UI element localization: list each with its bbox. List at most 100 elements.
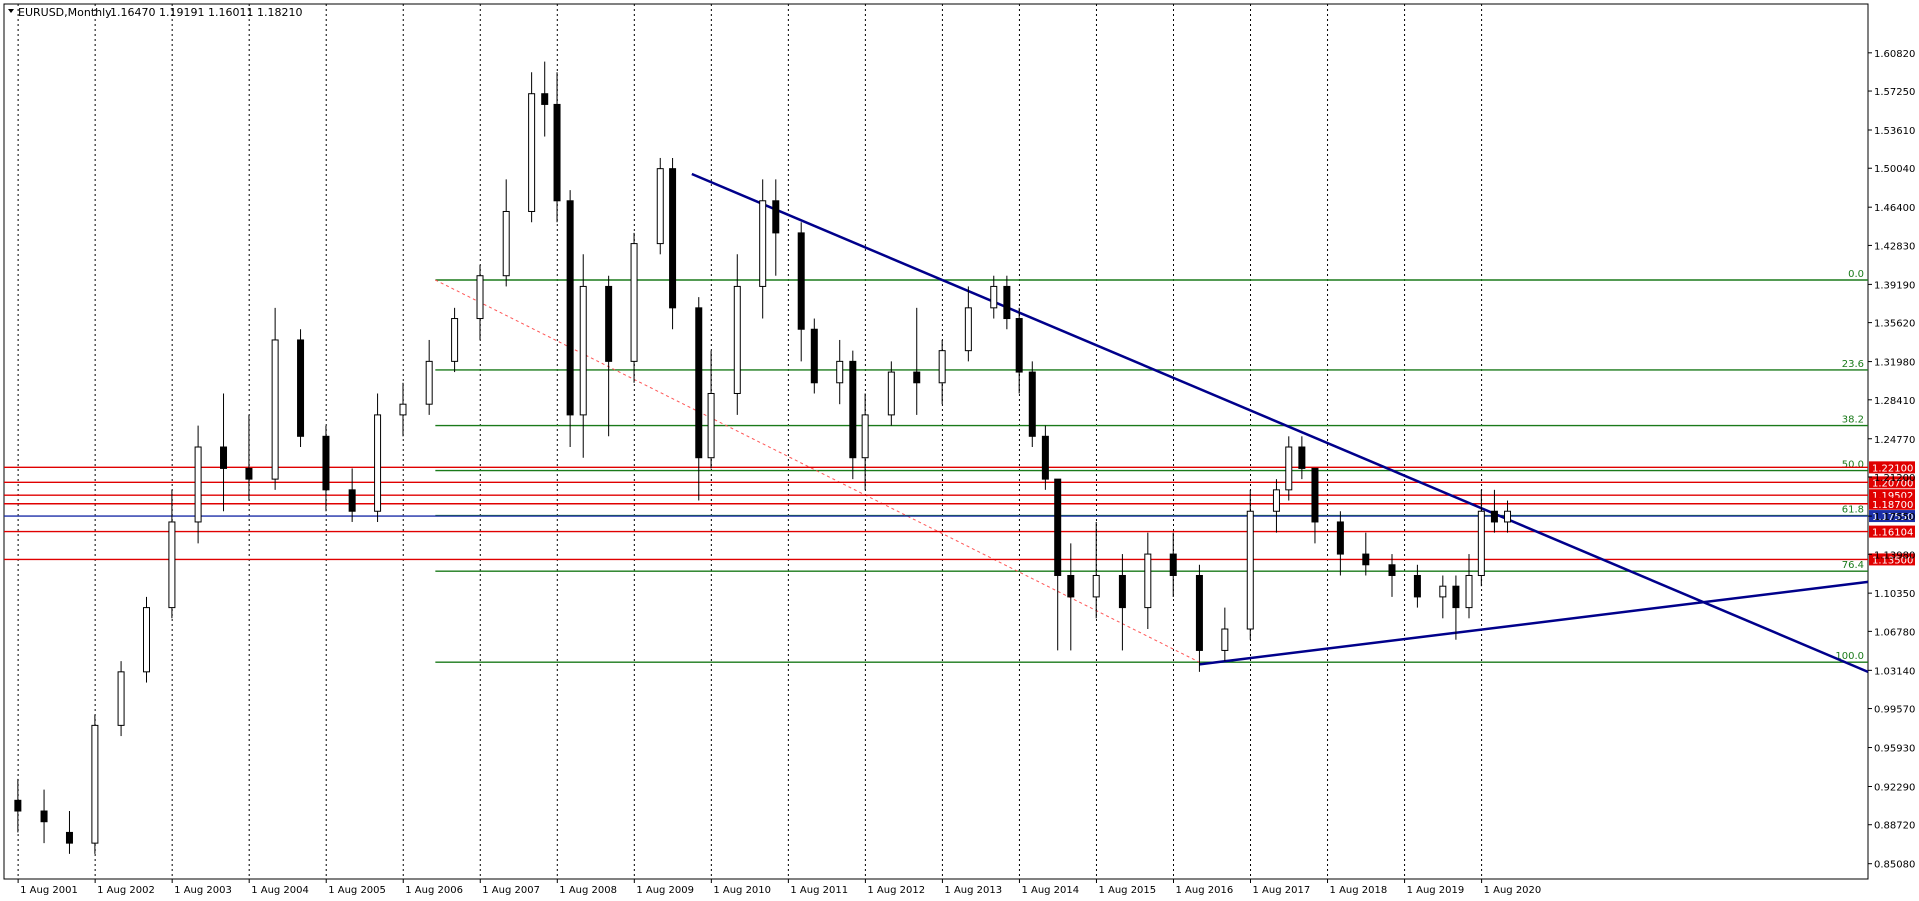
candle-body [1311, 467, 1319, 523]
candle-body [1413, 574, 1421, 598]
price-axis: 1.60820 1.57250 1.53610 1.50040 1.46400 1.428… [1868, 49, 1915, 871]
price-tick-label: 1.21200 [1874, 473, 1915, 484]
candle-body [759, 200, 767, 287]
time-axis: 1 Aug 2001 1 Aug 2002 1 Aug 2003 1 Aug 2004… [17, 879, 1541, 896]
candle-body [1362, 553, 1370, 566]
fib-level-label: 50.0 [1842, 460, 1864, 471]
price-tag-box [1869, 525, 1915, 538]
price-tag-label: 1.13500 [1872, 555, 1913, 566]
candle-body [1452, 585, 1460, 609]
price-tick-label: 1.03140 [1874, 666, 1915, 677]
candle-body [1028, 371, 1036, 437]
candle-body [399, 403, 407, 416]
candle [1452, 575, 1460, 640]
price-tick-label: 1.46400 [1874, 203, 1915, 214]
candle [271, 307, 279, 490]
price-tick-label: 0.95930 [1874, 744, 1915, 755]
candle-body [502, 210, 510, 277]
time-tick-label: 1 Aug 2019 [1407, 885, 1465, 896]
trendlines [691, 172, 1869, 673]
candle-body [1041, 435, 1049, 480]
candle [707, 350, 715, 469]
candle [938, 339, 946, 405]
candle-body [964, 307, 972, 352]
candle [142, 596, 150, 683]
time-tick-label: 1 Aug 2002 [97, 885, 155, 896]
candle-body [656, 168, 664, 245]
candle [194, 425, 202, 544]
price-tick-label: 1.24770 [1874, 435, 1915, 446]
candle-body [65, 831, 73, 844]
candle-body [1169, 553, 1177, 576]
price-tick-label: 0.88720 [1874, 821, 1915, 832]
price-tick-label: 1.57250 [1874, 87, 1915, 98]
candle-body [451, 318, 459, 362]
candle-body [1144, 553, 1152, 609]
candle-body [605, 285, 613, 362]
fib-level-label: 23.6 [1842, 359, 1864, 370]
candle [797, 222, 805, 362]
candle [91, 714, 99, 854]
candle-body [1388, 564, 1396, 576]
candle [1285, 436, 1293, 501]
candle-body [810, 328, 818, 384]
price-tag-label: 1.22100 [1872, 463, 1913, 474]
candle [451, 307, 459, 373]
current-price-tag-label: 1.17550 [1872, 512, 1913, 523]
time-tick-label: 1 Aug 2012 [867, 885, 925, 896]
candle-body [566, 200, 574, 416]
candle [117, 661, 125, 737]
candle [65, 811, 73, 854]
candle [579, 254, 587, 458]
candle [1054, 478, 1062, 651]
candle-body [1272, 489, 1280, 512]
candle [1169, 532, 1177, 597]
candle-body [1246, 510, 1254, 630]
fib-anchor-line [435, 279, 1200, 663]
candle-body [1439, 585, 1447, 598]
candle-body [220, 446, 228, 469]
candle-body [476, 275, 484, 320]
time-tick-label: 1 Aug 2009 [636, 885, 694, 896]
price-tick-label: 1.06780 [1874, 627, 1915, 638]
fib-level-label: 0.0 [1848, 269, 1864, 280]
fib-level-label: 61.8 [1842, 505, 1864, 516]
trendline [1199, 580, 1869, 666]
candle [759, 179, 767, 319]
candle-body [1092, 574, 1100, 598]
candle [1092, 521, 1100, 619]
candle-body [1054, 478, 1062, 576]
candle [849, 350, 857, 480]
time-tick-label: 1 Aug 2016 [1175, 885, 1233, 896]
candle [1362, 532, 1370, 576]
candle [1144, 532, 1152, 630]
price-tag-box [1869, 476, 1915, 489]
candle [1388, 554, 1396, 597]
candles [14, 61, 1512, 854]
candle-body [913, 371, 921, 384]
time-tick-label: 1 Aug 2010 [713, 885, 771, 896]
candle-body [938, 350, 946, 384]
candle-body [1015, 318, 1023, 373]
candle [990, 275, 998, 319]
candle [656, 157, 664, 255]
candle-body [669, 168, 677, 309]
candle-body [271, 339, 279, 480]
candle-body [541, 93, 549, 105]
time-tick-label: 1 Aug 2008 [559, 885, 617, 896]
candle [733, 254, 741, 415]
dropdown-triangle-icon[interactable] [8, 9, 14, 13]
candle [1336, 511, 1344, 576]
candle-body [168, 521, 176, 609]
price-tick-label: 1.42830 [1874, 241, 1915, 252]
candle [1465, 554, 1473, 619]
price-tag-label: 1.18700 [1872, 500, 1913, 511]
candle [374, 393, 382, 522]
time-tick-label: 1 Aug 2004 [251, 885, 309, 896]
candle-body [1336, 521, 1344, 555]
time-tick-label: 1 Aug 2003 [174, 885, 232, 896]
price-tick-label: 1.53610 [1874, 126, 1915, 137]
price-tick-label: 1.31980 [1874, 358, 1915, 369]
fib-level-label: 76.4 [1842, 560, 1864, 571]
